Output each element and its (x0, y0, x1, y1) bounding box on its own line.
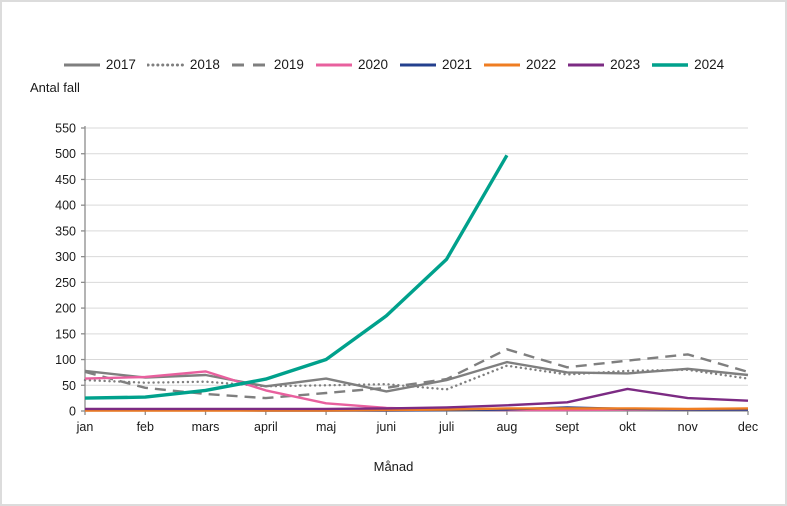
x-tick-label: jan (76, 420, 94, 434)
y-tick-label: 50 (62, 379, 76, 393)
x-tick-label: okt (619, 420, 636, 434)
legend-line-swatch (568, 63, 605, 67)
chart-legend: 2017 2018 2019 2020 2021 2022 2023 2024 (2, 54, 785, 76)
x-tick-label: juli (438, 420, 454, 434)
legend-label: 2018 (189, 57, 220, 73)
legend-label: 2023 (610, 57, 641, 73)
legend-line-swatch (484, 63, 521, 67)
x-tick-label: dec (738, 420, 758, 434)
series-line-2022 (85, 407, 749, 412)
y-tick-label: 450 (55, 173, 76, 187)
legend-line-swatch (400, 63, 436, 67)
y-tick-label: 200 (55, 302, 76, 316)
x-tick-label: aug (496, 420, 517, 434)
x-tick-label: nov (678, 420, 699, 434)
legend-item-2019: 2019 (231, 58, 304, 72)
legend-line-swatch (315, 63, 352, 67)
legend-item-2022: 2022 (483, 58, 556, 72)
legend-item-2018: 2018 (146, 57, 220, 73)
y-tick-label: 150 (55, 327, 76, 341)
y-tick-label: 500 (55, 147, 76, 161)
legend-label: 2024 (694, 57, 725, 73)
legend-item-2023: 2023 (567, 58, 640, 72)
x-tick-label: mars (192, 420, 220, 434)
series-line-2020 (84, 370, 748, 412)
legend-label: 2020 (357, 57, 388, 73)
x-tick-label: juni (376, 420, 396, 434)
series-line-2023 (85, 387, 749, 411)
y-tick-label: 400 (55, 199, 76, 213)
legend-item-2020: 2020 (315, 58, 388, 72)
series-line-2024 (84, 154, 509, 400)
x-tick-label: maj (316, 420, 336, 434)
x-tick-label: april (254, 420, 278, 434)
y-axis-title: Antal fall (30, 80, 80, 95)
x-tick-label: sept (555, 420, 579, 434)
legend-label: 2021 (442, 57, 473, 73)
legend-item-2021: 2021 (399, 58, 472, 72)
series-line-2017 (84, 360, 749, 393)
y-tick-label: 100 (55, 353, 76, 367)
legend-item-2024: 2024 (651, 58, 724, 72)
y-tick-label: 0 (69, 405, 76, 419)
y-tick-label: 550 (55, 122, 76, 136)
y-tick-label: 250 (55, 276, 76, 290)
series-line-2018 (83, 364, 750, 391)
legend-line-swatch (63, 63, 100, 67)
legend-label: 2022 (526, 57, 557, 73)
legend-line-swatch (231, 63, 268, 67)
x-tick-label: feb (137, 420, 154, 434)
y-tick-label: 350 (55, 224, 76, 238)
legend-line-swatch (146, 63, 185, 67)
legend-item-2017: 2017 (63, 58, 136, 72)
x-axis-title: Månad (373, 459, 414, 474)
y-tick-label: 300 (55, 250, 76, 264)
legend-label: 2017 (105, 57, 136, 73)
legend-line-swatch (652, 63, 689, 67)
legend-label: 2019 (273, 57, 304, 73)
